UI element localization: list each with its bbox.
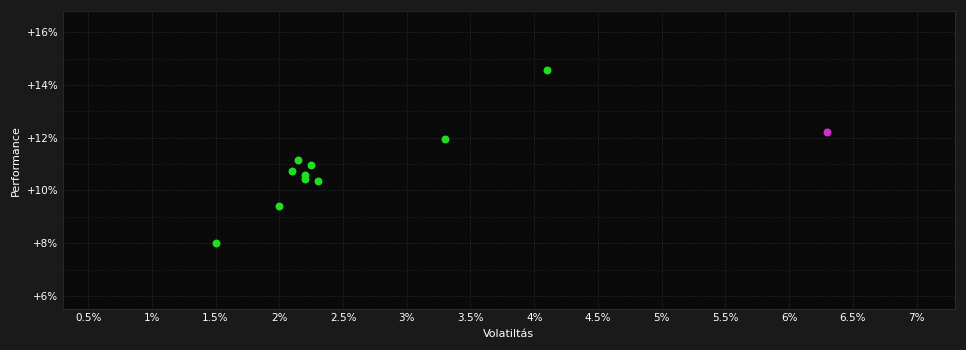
Point — [820, 130, 836, 135]
Point — [298, 172, 313, 177]
X-axis label: Volatiltás: Volatiltás — [483, 329, 534, 339]
Point — [271, 203, 287, 209]
Point — [298, 176, 313, 181]
Y-axis label: Performance: Performance — [12, 125, 21, 196]
Point — [303, 163, 319, 168]
Point — [284, 168, 299, 174]
Point — [539, 68, 554, 73]
Point — [291, 158, 306, 163]
Point — [438, 136, 453, 142]
Point — [310, 178, 326, 184]
Point — [208, 240, 223, 246]
